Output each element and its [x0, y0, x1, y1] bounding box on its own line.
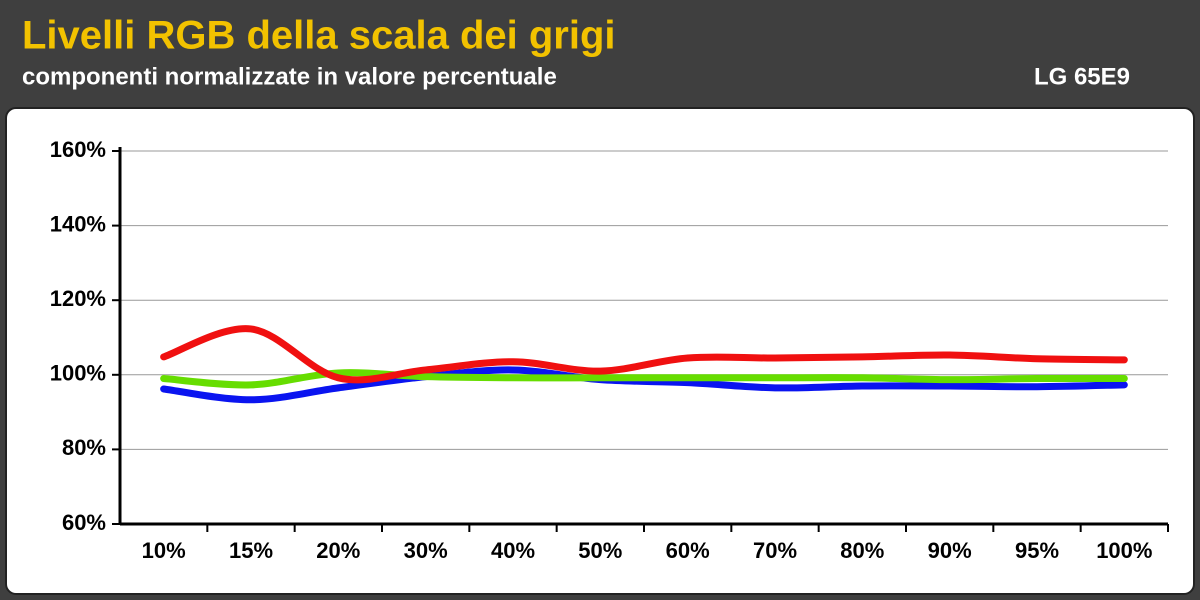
x-tick-label: 90% — [928, 538, 972, 563]
series-line — [160, 325, 1128, 384]
y-tick-label: 120% — [50, 286, 106, 311]
chart-title: Livelli RGB della scala dei grigi — [22, 14, 616, 58]
x-tick-label: 60% — [666, 538, 710, 563]
x-tick-label: 15% — [229, 538, 273, 563]
y-tick-label: 80% — [62, 435, 106, 460]
plot-panel — [5, 107, 1195, 595]
y-tick-label: 60% — [62, 510, 106, 535]
series-line — [160, 366, 1128, 404]
y-tick-label: 100% — [50, 361, 106, 386]
model-label: LG 65E9 — [1034, 63, 1130, 90]
x-tick-label: 50% — [578, 538, 622, 563]
x-tick-label: 80% — [840, 538, 884, 563]
x-tick-label: 40% — [491, 538, 535, 563]
x-tick-label: 70% — [753, 538, 797, 563]
x-tick-label: 30% — [404, 538, 448, 563]
y-tick-label: 140% — [50, 211, 106, 236]
x-tick-label: 10% — [142, 538, 186, 563]
chart-subtitle: componenti normalizzate in valore percen… — [22, 63, 557, 90]
x-tick-label: 100% — [1096, 538, 1152, 563]
x-tick-label: 20% — [316, 538, 360, 563]
y-tick-label: 160% — [50, 137, 106, 162]
x-tick-label: 95% — [1015, 538, 1059, 563]
